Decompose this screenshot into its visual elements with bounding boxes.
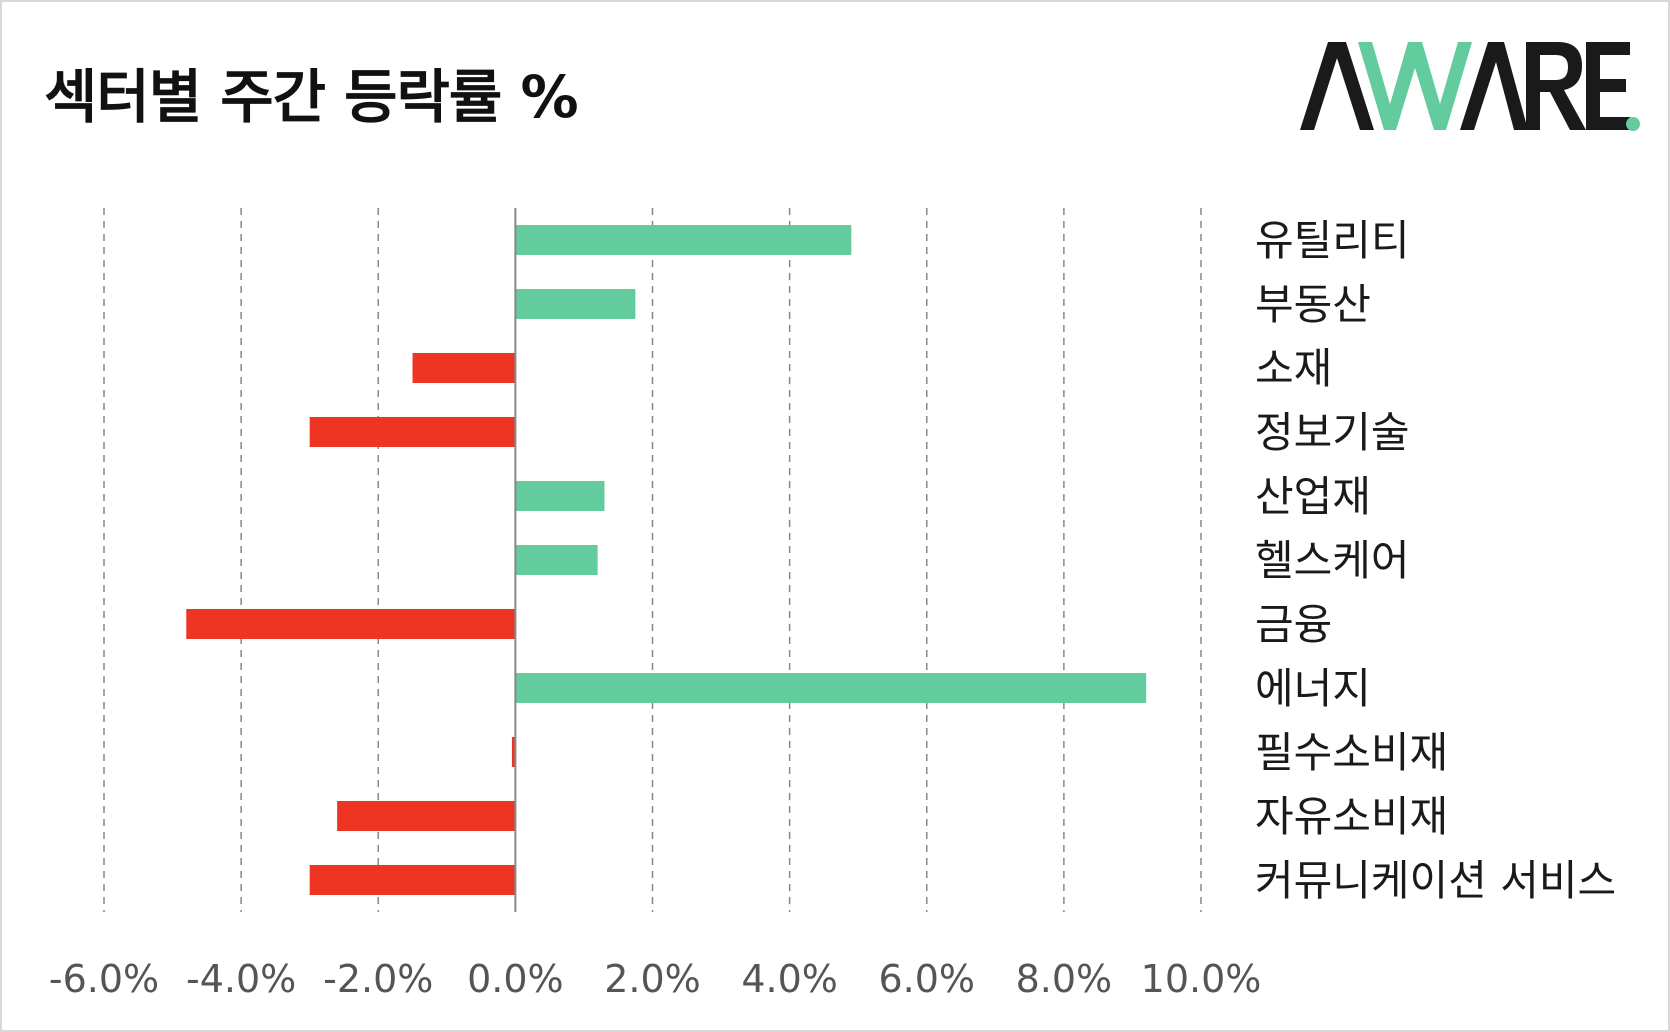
category-label: 산업재 <box>1255 472 1371 521</box>
bar <box>186 609 516 639</box>
category-label: 자유소비재 <box>1255 792 1448 841</box>
category-label: 필수소비재 <box>1255 728 1448 777</box>
category-label: 소재 <box>1255 344 1332 393</box>
x-tick-label: 0.0% <box>467 957 564 1001</box>
chart-title: 섹터별 주간 등락률 % <box>44 63 579 131</box>
bar <box>412 353 516 383</box>
category-label: 부동산 <box>1255 280 1371 329</box>
bar <box>309 865 516 895</box>
category-label: 커뮤니케이션 서비스 <box>1255 856 1616 905</box>
bar <box>515 545 598 575</box>
bar <box>337 801 516 831</box>
x-tick-label: 8.0% <box>1016 957 1113 1001</box>
x-tick-label: 10.0% <box>1141 957 1262 1001</box>
gridlines <box>103 208 1202 912</box>
bar <box>515 289 636 319</box>
category-label: 금융 <box>1255 600 1332 649</box>
x-tick-label: -4.0% <box>186 957 296 1001</box>
bars <box>186 225 1147 895</box>
x-tick-label: 6.0% <box>878 957 975 1001</box>
category-label: 헬스케어 <box>1255 536 1410 585</box>
bar <box>511 737 516 767</box>
bar <box>515 225 852 255</box>
x-tick-label: -2.0% <box>323 957 433 1001</box>
category-labels: 유틸리티부동산소재정보기술산업재헬스케어금융에너지필수소비재자유소비재커뮤니케이… <box>1255 216 1616 905</box>
x-tick-labels: -6.0% -4.0% -2.0% 0.0% 2.0% 4.0% 6.0% 8.0% 10.0% <box>49 957 1261 1001</box>
bar <box>309 417 516 447</box>
bar <box>515 673 1147 703</box>
category-label: 에너지 <box>1255 664 1371 713</box>
bar <box>515 481 605 511</box>
x-tick-label: 4.0% <box>741 957 838 1001</box>
category-label: 정보기술 <box>1255 408 1410 457</box>
x-tick-label: -6.0% <box>49 957 159 1001</box>
x-tick-label: 2.0% <box>604 957 701 1001</box>
category-label: 유틸리티 <box>1255 216 1410 265</box>
aware-logo <box>1300 42 1640 131</box>
